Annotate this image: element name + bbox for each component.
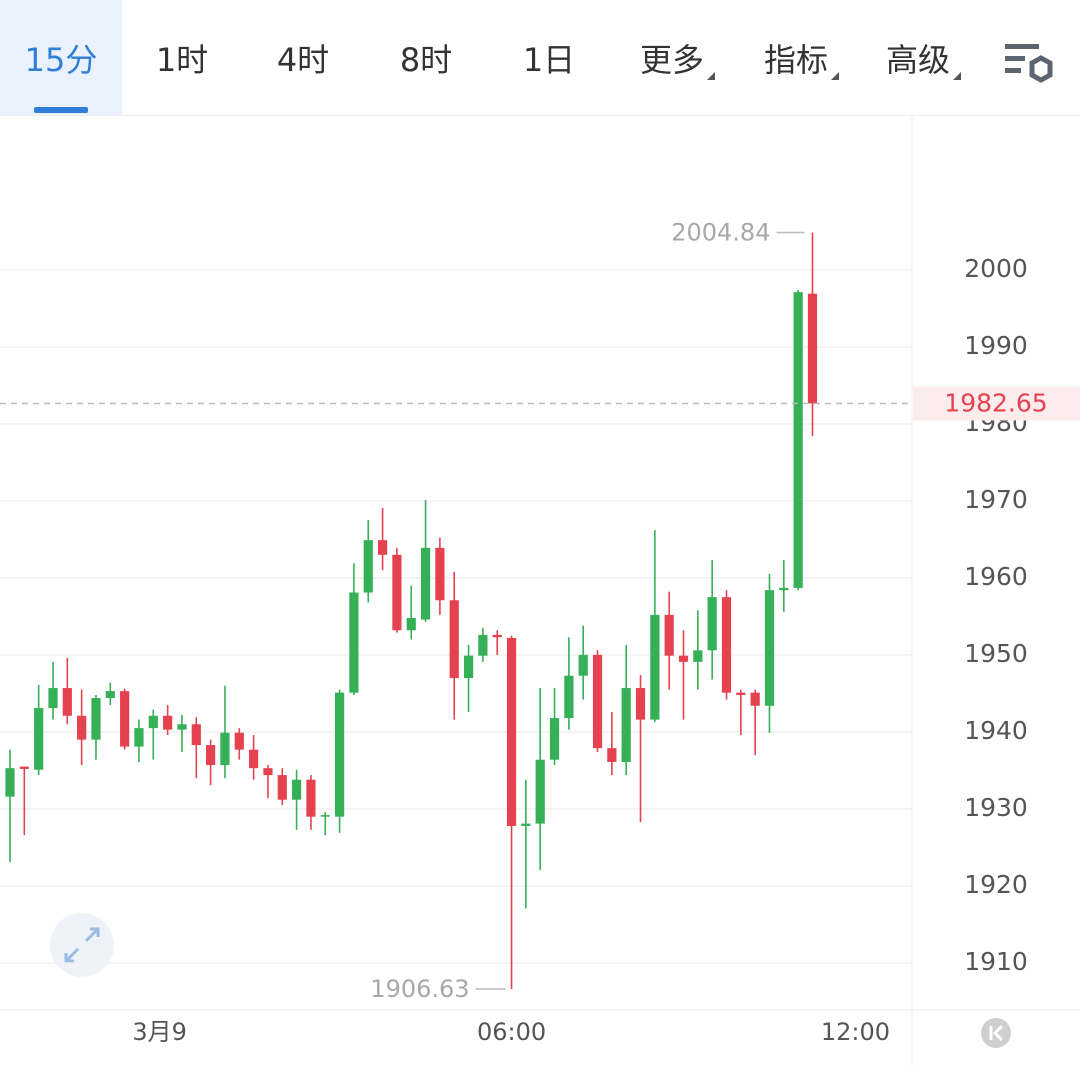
candle-body: [34, 708, 44, 770]
y-tick-label: 1940: [964, 716, 1028, 745]
candle-body: [77, 715, 87, 740]
candle-body: [5, 768, 15, 797]
candle-body: [105, 691, 115, 699]
y-tick-label: 1910: [964, 947, 1028, 976]
candle-body: [191, 724, 201, 746]
x-tick-label: 12:00: [821, 1018, 890, 1046]
candle-body: [377, 540, 388, 555]
candle-body: [234, 732, 244, 750]
tab-bar: 15分 1时 4时 8时 1日 更多 指标 高级: [0, 0, 1080, 116]
candle-body: [406, 617, 416, 631]
last-price-box: [913, 386, 1080, 421]
candle-body: [292, 779, 302, 800]
y-tick-label: 1960: [964, 562, 1028, 591]
candle-body: [793, 292, 803, 588]
high-label: 2004.84: [671, 219, 770, 247]
timeframe-tab[interactable]: 指标: [735, 0, 857, 115]
tab-label: 15分: [24, 40, 98, 79]
candle-body: [134, 728, 144, 747]
tab-label: 1日: [522, 40, 576, 79]
tab-label: 更多: [639, 40, 704, 79]
candle-body: [621, 688, 631, 762]
x-tick-label: 3月9: [132, 1018, 187, 1046]
x-tick-label: 06:00: [477, 1018, 546, 1046]
candle-body: [736, 692, 746, 695]
candle-body: [650, 614, 660, 720]
candle-body: [420, 547, 431, 620]
candle-body: [48, 688, 58, 709]
candle-body: [177, 724, 187, 730]
candle-body: [678, 655, 689, 662]
tab-label: 指标: [763, 40, 828, 79]
candle-body: [148, 715, 158, 729]
candle-body: [206, 745, 216, 766]
candle-body: [721, 597, 732, 693]
tab-label: 4时: [276, 40, 330, 79]
candle-body: [492, 634, 502, 638]
scroll-to-latest[interactable]: [981, 1018, 1011, 1048]
timeframe-tab[interactable]: 更多: [611, 0, 733, 115]
candle-body: [91, 698, 101, 740]
timeframe-tab[interactable]: 1时: [121, 0, 243, 115]
candle-body: [578, 654, 588, 676]
settings-icon[interactable]: [1005, 44, 1053, 83]
tab-label: 1时: [155, 40, 209, 79]
candle-body: [449, 600, 459, 679]
timeframe-tab[interactable]: 高级: [857, 0, 979, 115]
candle-body: [693, 650, 703, 662]
candle-body: [306, 779, 316, 817]
candle-body: [521, 823, 531, 826]
candle-body: [807, 293, 818, 404]
timeframe-tab[interactable]: 8时: [365, 0, 487, 115]
last-price-label: 1982.65: [944, 388, 1047, 417]
candle-body: [220, 732, 230, 766]
candle-body: [349, 592, 359, 693]
candle-body: [478, 634, 488, 656]
timeframe-tab[interactable]: 1日: [488, 0, 610, 115]
candle-body: [249, 749, 259, 769]
y-tick-label: 1950: [964, 639, 1028, 668]
candle-body: [707, 597, 717, 651]
y-tick-label: 1990: [964, 331, 1028, 360]
candle-body: [163, 715, 173, 730]
dropdown-arrow: [707, 72, 715, 80]
candle-body: [506, 637, 517, 826]
timeframe-tab[interactable]: 4时: [242, 0, 364, 115]
candle-body: [363, 540, 373, 593]
candle-body: [435, 547, 445, 601]
candle-body: [549, 718, 560, 760]
candle-body: [592, 654, 603, 749]
y-tick-label: 1930: [964, 793, 1028, 822]
candle-body: [320, 815, 330, 817]
candle-body: [564, 675, 574, 719]
candle-body: [120, 691, 130, 747]
candle-body: [277, 775, 287, 800]
candle-body: [263, 768, 273, 776]
low-label: 1906.63: [370, 975, 469, 1003]
candle-body: [62, 688, 72, 716]
candle-body: [463, 655, 474, 679]
y-tick-label: 1920: [964, 870, 1028, 899]
dropdown-arrow: [953, 72, 961, 80]
candle-body: [764, 590, 775, 706]
timeframe-tab[interactable]: 15分: [0, 0, 122, 115]
candle-body: [19, 766, 29, 769]
candle-body: [664, 614, 674, 656]
y-tick-label: 1970: [964, 485, 1028, 514]
candle-body: [535, 759, 545, 824]
tab-label: 8时: [399, 40, 453, 79]
expand-button[interactable]: [50, 913, 114, 977]
candle-body: [334, 692, 345, 817]
tab-label: 高级: [885, 40, 950, 79]
candle-body: [750, 692, 760, 706]
y-tick-label: 2000: [964, 254, 1028, 283]
dropdown-arrow: [831, 72, 839, 80]
candle-body: [607, 748, 617, 762]
candle-body: [779, 587, 789, 591]
candle-body: [392, 554, 402, 631]
candle-body: [635, 688, 646, 720]
